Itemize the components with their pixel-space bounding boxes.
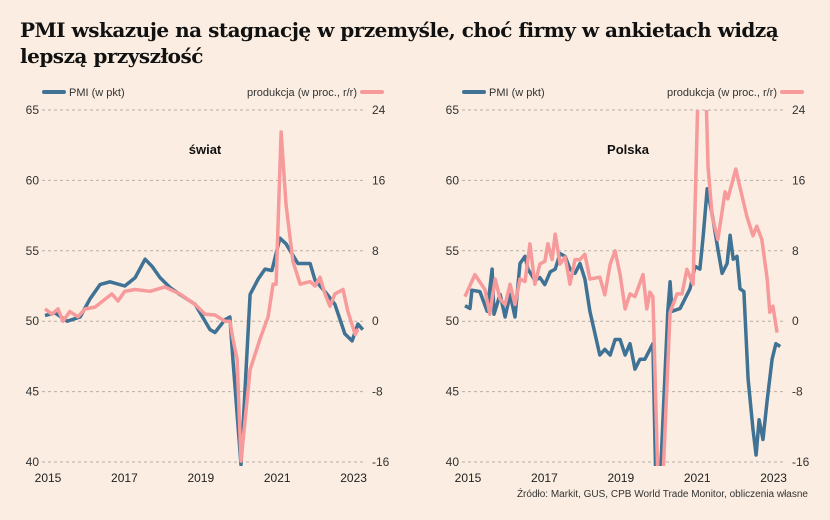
y-right-tick-label: -8: [792, 385, 803, 399]
series-line-production: [43, 130, 360, 463]
legend-label-production: produkcja (w proc., r/r): [247, 87, 357, 99]
x-tick-label: 2021: [684, 471, 711, 485]
y-left-tick-label: 60: [26, 173, 40, 187]
legend-label-pmi: PMI (w pkt): [489, 87, 545, 99]
x-tick-label: 2015: [455, 471, 482, 485]
y-right-tick-label: -16: [792, 455, 810, 469]
y-left-tick-label: 50: [446, 314, 460, 328]
y-right-tick-label: 8: [372, 244, 379, 258]
chart-panel-swiat: 65 24 60 16 55 8 50 0 45 -8 40 -16 2015 2017 2019 2021 2…: [26, 87, 390, 485]
series-line-production: [463, 110, 779, 466]
page-title: PMI wskazuje na stagnację w przemyśle, c…: [20, 18, 779, 68]
y-right-tick-label: 0: [792, 314, 799, 328]
legend-label-pmi: PMI (w pkt): [69, 87, 125, 99]
y-right-tick-label: 16: [792, 173, 806, 187]
y-left-tick-label: 65: [446, 103, 460, 117]
chart-panel-polska: 65 24 60 16 55 8 50 0 45 -8 40 -16 2015 2017 2019 2021 2…: [446, 87, 810, 485]
series-line-pmi: [464, 187, 782, 466]
y-left-tick-label: 55: [446, 244, 460, 258]
panel-title: świat: [189, 142, 222, 157]
y-right-tick-label: 8: [792, 244, 799, 258]
y-left-tick-label: 45: [26, 385, 40, 399]
y-left-tick-label: 65: [26, 103, 40, 117]
source-note: Źródło: Markit, GUS, CPB World Trade Mon…: [516, 489, 808, 500]
panel-title: Polska: [607, 142, 650, 157]
series-line-pmi: [44, 236, 365, 466]
x-tick-label: 2019: [187, 471, 214, 485]
y-left-tick-label: 50: [26, 314, 40, 328]
y-right-tick-label: 16: [372, 173, 386, 187]
x-tick-label: 2019: [607, 471, 634, 485]
x-tick-label: 2023: [340, 471, 367, 485]
legend-label-production: produkcja (w proc., r/r): [667, 87, 777, 99]
y-right-tick-label: 0: [372, 314, 379, 328]
y-right-tick-label: 24: [372, 103, 386, 117]
x-tick-label: 2015: [35, 471, 62, 485]
x-tick-label: 2023: [760, 471, 787, 485]
y-left-tick-label: 40: [26, 455, 40, 469]
x-tick-label: 2017: [531, 471, 558, 485]
x-tick-label: 2021: [264, 471, 291, 485]
y-left-tick-label: 60: [446, 173, 460, 187]
x-tick-label: 2017: [111, 471, 138, 485]
y-right-tick-label: 24: [792, 103, 806, 117]
y-right-tick-label: -16: [372, 455, 390, 469]
y-left-tick-label: 45: [446, 385, 460, 399]
y-right-tick-label: -8: [372, 385, 383, 399]
y-left-tick-label: 55: [26, 244, 40, 258]
y-left-tick-label: 40: [446, 455, 460, 469]
